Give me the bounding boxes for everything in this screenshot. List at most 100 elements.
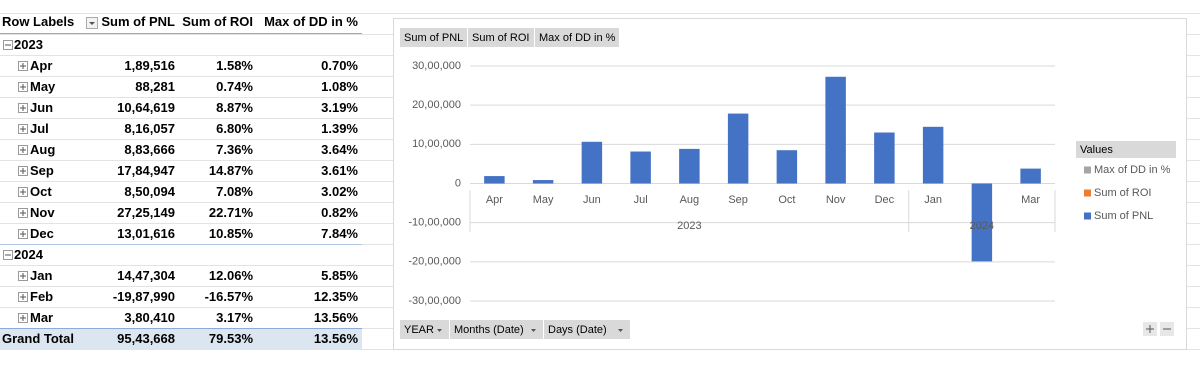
expand-button[interactable] [18, 271, 28, 281]
expand-button[interactable] [18, 124, 28, 134]
bar [630, 151, 651, 184]
field-button-label: Max of DD in % [539, 32, 616, 44]
legend-swatch [1084, 166, 1091, 174]
bar [922, 126, 944, 184]
bar [581, 141, 603, 184]
cell-value: 13,01,616 [117, 226, 175, 241]
axis-button[interactable] [400, 320, 449, 339]
x-group-label: 2023 [677, 220, 701, 232]
bar [484, 176, 505, 184]
row-label: Mar [30, 310, 54, 325]
header-border [0, 33, 362, 34]
cell-value: 0.74% [216, 79, 253, 94]
cell-value: 6.80% [216, 121, 253, 136]
y-tick-label: 20,00,000 [412, 99, 461, 111]
row-label: Dec [30, 226, 54, 241]
cell-value: 5.85% [321, 268, 358, 283]
expand-button[interactable] [18, 229, 28, 239]
row-label: Feb [30, 289, 54, 304]
cell-value: 27,25,149 [117, 205, 175, 220]
collapse-field-button[interactable] [1160, 322, 1174, 336]
axis-button-label: YEAR [404, 324, 434, 336]
cell-value: 12.06% [208, 268, 253, 283]
cell-value: 14,47,304 [117, 268, 175, 283]
row-label: Oct [30, 184, 52, 199]
cell-value: 0.82% [321, 205, 358, 220]
plus-icon [1146, 325, 1154, 333]
column-header: Row Labels [2, 14, 75, 29]
x-tick-label: Apr [486, 194, 503, 206]
x-tick-label: Oct [778, 194, 795, 206]
cell-value: 14.87% [208, 163, 253, 178]
group-label: 2024 [14, 247, 43, 262]
expand-button[interactable] [18, 145, 28, 155]
cell-value: 95,43,668 [117, 331, 175, 346]
y-tick-label: -20,00,000 [408, 256, 461, 268]
y-tick-label: 30,00,000 [412, 60, 461, 72]
y-tick-label: 10,00,000 [412, 138, 461, 150]
expand-button[interactable] [18, 292, 28, 302]
expand-button[interactable] [18, 187, 28, 197]
y-tick-label: -10,00,000 [408, 217, 461, 229]
cell-value: 3.19% [321, 100, 358, 115]
axis-button[interactable] [450, 320, 543, 339]
x-tick-label: Sep [728, 194, 748, 206]
expand-button[interactable] [18, 208, 28, 218]
cell-value: -19,87,990 [112, 289, 175, 304]
dropdown-arrow [437, 329, 442, 332]
column-header: Max of DD in % [264, 14, 358, 29]
group-label: 2023 [14, 37, 43, 52]
row-label: Aug [30, 142, 56, 157]
x-tick-label: Mar [1021, 194, 1040, 206]
field-button[interactable] [468, 28, 534, 47]
expand-button[interactable] [18, 61, 28, 71]
expand-field-button[interactable] [1143, 322, 1157, 336]
cell-value: 88,281 [135, 79, 175, 94]
column-header: Sum of PNL [101, 14, 175, 29]
legend-label: Max of DD in % [1094, 164, 1171, 176]
expand-button[interactable] [18, 82, 28, 92]
row-label: Jul [30, 121, 49, 136]
field-button-label: Sum of PNL [404, 32, 463, 44]
x-group-label: 2024 [970, 220, 994, 232]
cell-value: 13.56% [313, 310, 358, 325]
cell-value: 13.56% [313, 331, 358, 346]
x-tick-label: Jun [583, 194, 601, 206]
field-button[interactable] [400, 28, 467, 47]
axis-button-label: Months (Date) [454, 324, 524, 336]
cell-value: 8,16,057 [124, 121, 175, 136]
expand-button[interactable] [18, 313, 28, 323]
bar [874, 132, 895, 184]
bar [727, 113, 749, 184]
dropdown-arrow [618, 329, 623, 332]
axis-button-label: Days (Date) [548, 324, 607, 336]
y-tick-label: 0 [455, 177, 461, 189]
cell-value: 7.36% [216, 142, 253, 157]
cell-value: 10,64,619 [117, 100, 175, 115]
collapse-button[interactable] [3, 250, 13, 260]
x-tick-label: Jan [924, 194, 942, 206]
grand-total-row [0, 328, 362, 350]
legend-label: Sum of PNL [1094, 210, 1153, 222]
collapse-button[interactable] [3, 40, 13, 50]
bar [679, 148, 700, 184]
row-label: Sep [30, 163, 54, 178]
y-tick-label: -30,00,000 [408, 295, 461, 307]
column-header: Sum of ROI [182, 14, 253, 29]
cell-value: 3.64% [321, 142, 358, 157]
expand-button[interactable] [18, 166, 28, 176]
x-tick-label: May [533, 194, 554, 206]
bar [825, 76, 846, 184]
x-tick-label: Feb [972, 194, 991, 206]
cell-value: 1.58% [216, 58, 253, 73]
axis-button[interactable] [544, 320, 630, 339]
row-label: Grand Total [2, 331, 74, 346]
filter-dropdown[interactable] [86, 17, 98, 29]
field-button[interactable] [535, 28, 619, 47]
cell-value: 8,50,094 [124, 184, 175, 199]
expand-button[interactable] [18, 103, 28, 113]
cell-value: 1.08% [321, 79, 358, 94]
cell-value: 22.71% [208, 205, 253, 220]
bar [971, 183, 993, 262]
